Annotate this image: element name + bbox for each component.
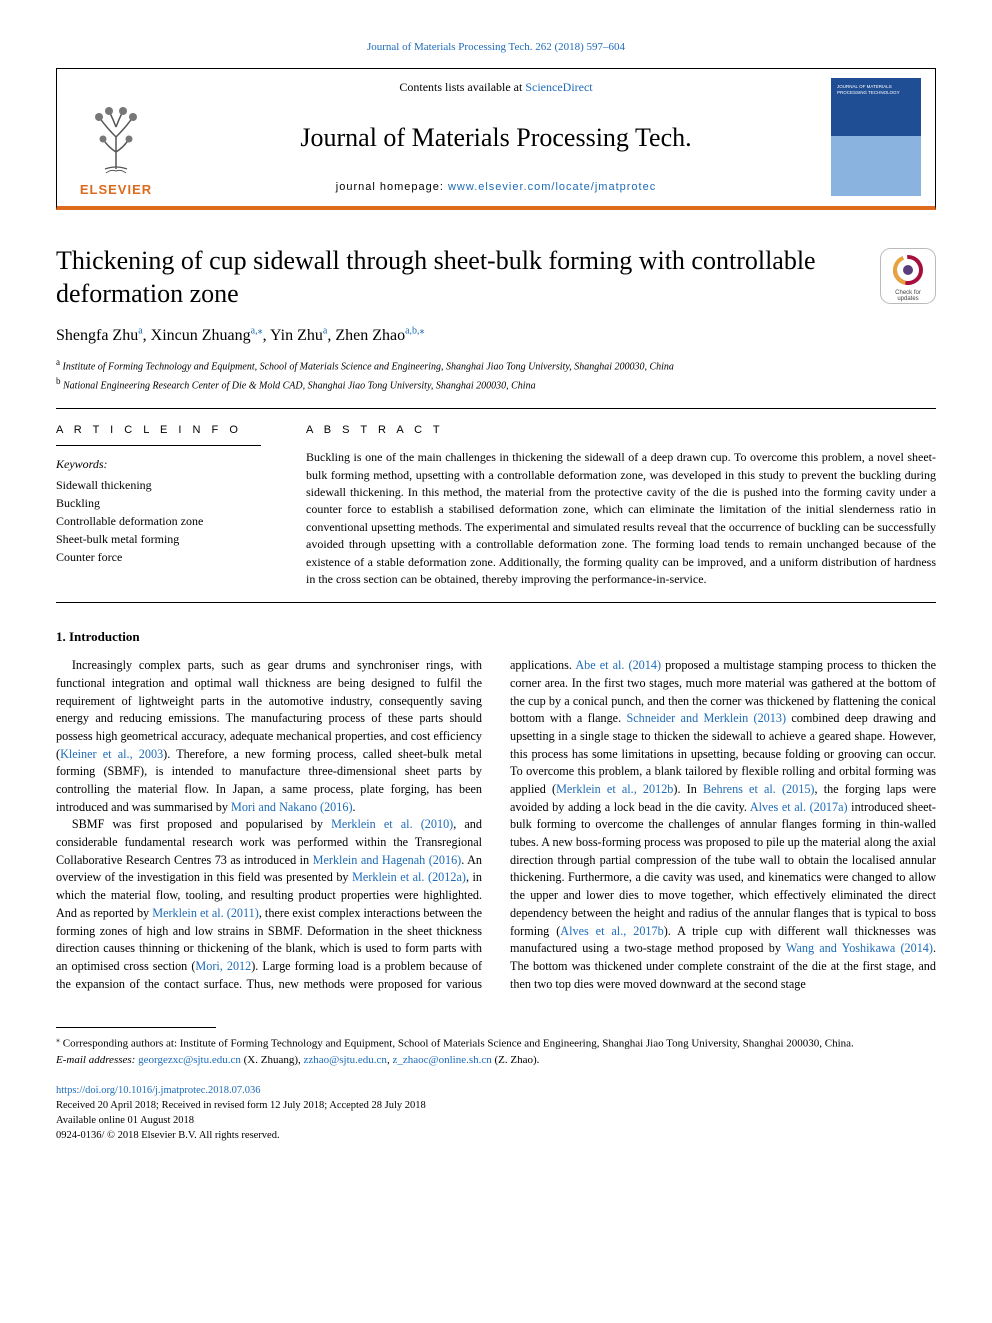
affiliation-ref[interactable]: a bbox=[138, 326, 142, 337]
elsevier-wordmark: ELSEVIER bbox=[80, 181, 152, 200]
body-columns: Increasingly complex parts, such as gear… bbox=[56, 657, 936, 993]
corresponding-text: Corresponding authors at: Institute of F… bbox=[63, 1038, 854, 1050]
author: Shengfa Zhua bbox=[56, 327, 143, 344]
masthead-center: Contents lists available at ScienceDirec… bbox=[175, 69, 817, 206]
running-header-link[interactable]: Journal of Materials Processing Tech. 26… bbox=[367, 41, 625, 53]
section-heading-introduction: 1. Introduction bbox=[56, 628, 936, 647]
elsevier-tree-icon bbox=[81, 97, 151, 177]
keyword: Buckling bbox=[56, 494, 276, 512]
affiliation-line: b National Engineering Research Center o… bbox=[56, 375, 936, 394]
keywords-heading: Keywords: bbox=[56, 456, 276, 473]
running-header: Journal of Materials Processing Tech. 26… bbox=[56, 40, 936, 56]
contents-prefix: Contents lists available at bbox=[399, 80, 525, 94]
abstract-label: A B S T R A C T bbox=[306, 423, 936, 439]
author: Yin Zhua bbox=[270, 327, 327, 344]
publisher-logo-block: ELSEVIER bbox=[57, 69, 175, 206]
corresponding-ref[interactable]: ⁎ bbox=[420, 326, 425, 337]
journal-homepage-link[interactable]: www.elsevier.com/locate/jmatprotec bbox=[448, 181, 656, 193]
abstract-text: Buckling is one of the main challenges i… bbox=[306, 449, 936, 588]
homepage-prefix: journal homepage: bbox=[336, 181, 448, 193]
affiliation-line: a Institute of Forming Technology and Eq… bbox=[56, 356, 936, 375]
footnotes: ⁎ Corresponding authors at: Institute of… bbox=[56, 1034, 936, 1069]
corresponding-ref[interactable]: ⁎ bbox=[258, 326, 263, 337]
affiliation-ref[interactable]: a, bbox=[251, 326, 258, 337]
keyword: Controllable deformation zone bbox=[56, 512, 276, 530]
horizontal-rule bbox=[56, 408, 936, 409]
cover-title-strip: JOURNAL OF MATERIALS PROCESSING TECHNOLO… bbox=[837, 84, 915, 94]
keyword: Sidewall thickening bbox=[56, 476, 276, 494]
abstract-column: A B S T R A C T Buckling is one of the m… bbox=[306, 423, 936, 588]
journal-cover-thumbnail: JOURNAL OF MATERIALS PROCESSING TECHNOLO… bbox=[831, 78, 921, 196]
author-list: Shengfa Zhua, Xincun Zhuanga,⁎, Yin Zhua… bbox=[56, 324, 936, 347]
doi-link[interactable]: https://doi.org/10.1016/j.jmatprotec.201… bbox=[56, 1085, 261, 1096]
author: Xincun Zhuanga,⁎ bbox=[151, 327, 263, 344]
title-row: Thickening of cup sidewall through sheet… bbox=[56, 244, 936, 311]
check-for-updates-icon[interactable]: Check for updates bbox=[880, 248, 936, 304]
keyword: Counter force bbox=[56, 548, 276, 566]
contents-available-line: Contents lists available at ScienceDirec… bbox=[399, 79, 592, 96]
affiliation-ref[interactable]: a bbox=[323, 326, 327, 337]
corresponding-footnote: ⁎ Corresponding authors at: Institute of… bbox=[56, 1034, 936, 1053]
svg-text:updates: updates bbox=[897, 296, 918, 302]
journal-homepage-line: journal homepage: www.elsevier.com/locat… bbox=[336, 180, 656, 196]
article-info-label: A R T I C L E I N F O bbox=[56, 423, 261, 446]
horizontal-rule bbox=[56, 602, 936, 603]
email-footnote: E-mail addresses: georgezxc@sjtu.edu.cn … bbox=[56, 1053, 936, 1069]
sciencedirect-link[interactable]: ScienceDirect bbox=[525, 80, 592, 94]
affiliations: a Institute of Forming Technology and Eq… bbox=[56, 356, 936, 395]
article-footer: https://doi.org/10.1016/j.jmatprotec.201… bbox=[56, 1083, 936, 1144]
article-history: Received 20 April 2018; Received in revi… bbox=[56, 1098, 936, 1113]
email-addresses: georgezxc@sjtu.edu.cn (X. Zhuang), zzhao… bbox=[138, 1054, 539, 1066]
copyright-line: 0924-0136/ © 2018 Elsevier B.V. All righ… bbox=[56, 1128, 936, 1143]
journal-name: Journal of Materials Processing Tech. bbox=[300, 119, 691, 157]
article-info-column: A R T I C L E I N F O Keywords: Sidewall… bbox=[56, 423, 276, 588]
available-online: Available online 01 August 2018 bbox=[56, 1113, 936, 1128]
journal-masthead: ELSEVIER Contents lists available at Sci… bbox=[56, 68, 936, 210]
article-title: Thickening of cup sidewall through sheet… bbox=[56, 244, 862, 311]
footnote-rule bbox=[56, 1027, 216, 1028]
author: Zhen Zhaoa,b,⁎ bbox=[335, 327, 424, 344]
affiliation-ref[interactable]: a,b, bbox=[405, 326, 419, 337]
email-label: E-mail addresses: bbox=[56, 1054, 135, 1066]
keyword: Sheet-bulk metal forming bbox=[56, 530, 276, 548]
journal-cover-block: JOURNAL OF MATERIALS PROCESSING TECHNOLO… bbox=[817, 69, 935, 206]
